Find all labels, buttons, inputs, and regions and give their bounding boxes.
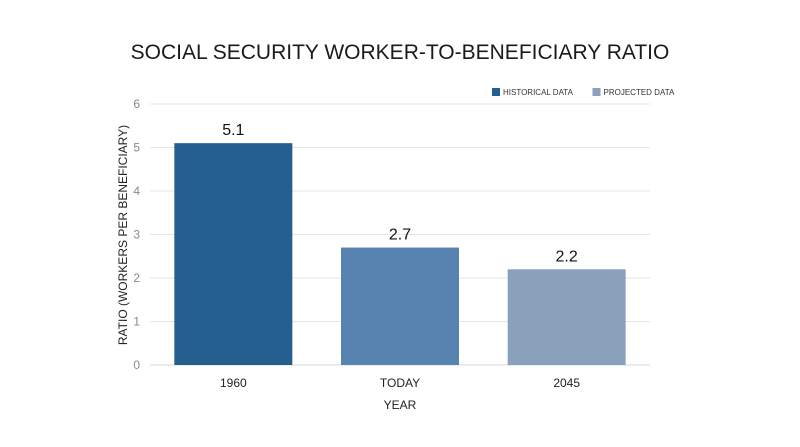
bar-value-label: 5.1 [222,122,244,139]
bars: 5.1 2.7 2.2 [174,122,626,365]
x-tick-label: 1960 [220,376,247,390]
bar-value-label: 2.7 [389,227,411,244]
x-tick-label: TODAY [380,376,420,390]
y-tick-label: 0 [133,358,140,372]
chart-title: SOCIAL SECURITY WORKER-TO-BENEFICIARY RA… [131,41,670,64]
bar [341,247,459,365]
x-axis-label: YEAR [384,398,417,412]
bar [507,269,626,365]
x-tick-label: 2045 [553,376,580,390]
y-tick-label: 5 [133,141,140,155]
bar-value-label: 2.2 [556,248,578,265]
legend-label: PROJECTED DATA [604,88,675,97]
y-axis-ticks: 0 1 2 3 4 5 6 [133,97,140,372]
y-tick-label: 2 [133,271,140,285]
legend-swatch [492,88,500,96]
bar [174,143,293,365]
y-axis-label: RATIO (WORKERS PER BENEFICIARY) [116,125,130,345]
y-tick-label: 3 [133,228,140,242]
legend: HISTORICAL DATA PROJECTED DATA [492,88,675,97]
legend-swatch [592,88,601,96]
x-axis-ticks: 1960 TODAY 2045 [220,376,580,390]
y-tick-label: 6 [133,97,140,111]
y-tick-label: 4 [133,184,140,198]
legend-label: HISTORICAL DATA [503,88,574,97]
y-tick-label: 1 [133,315,140,329]
